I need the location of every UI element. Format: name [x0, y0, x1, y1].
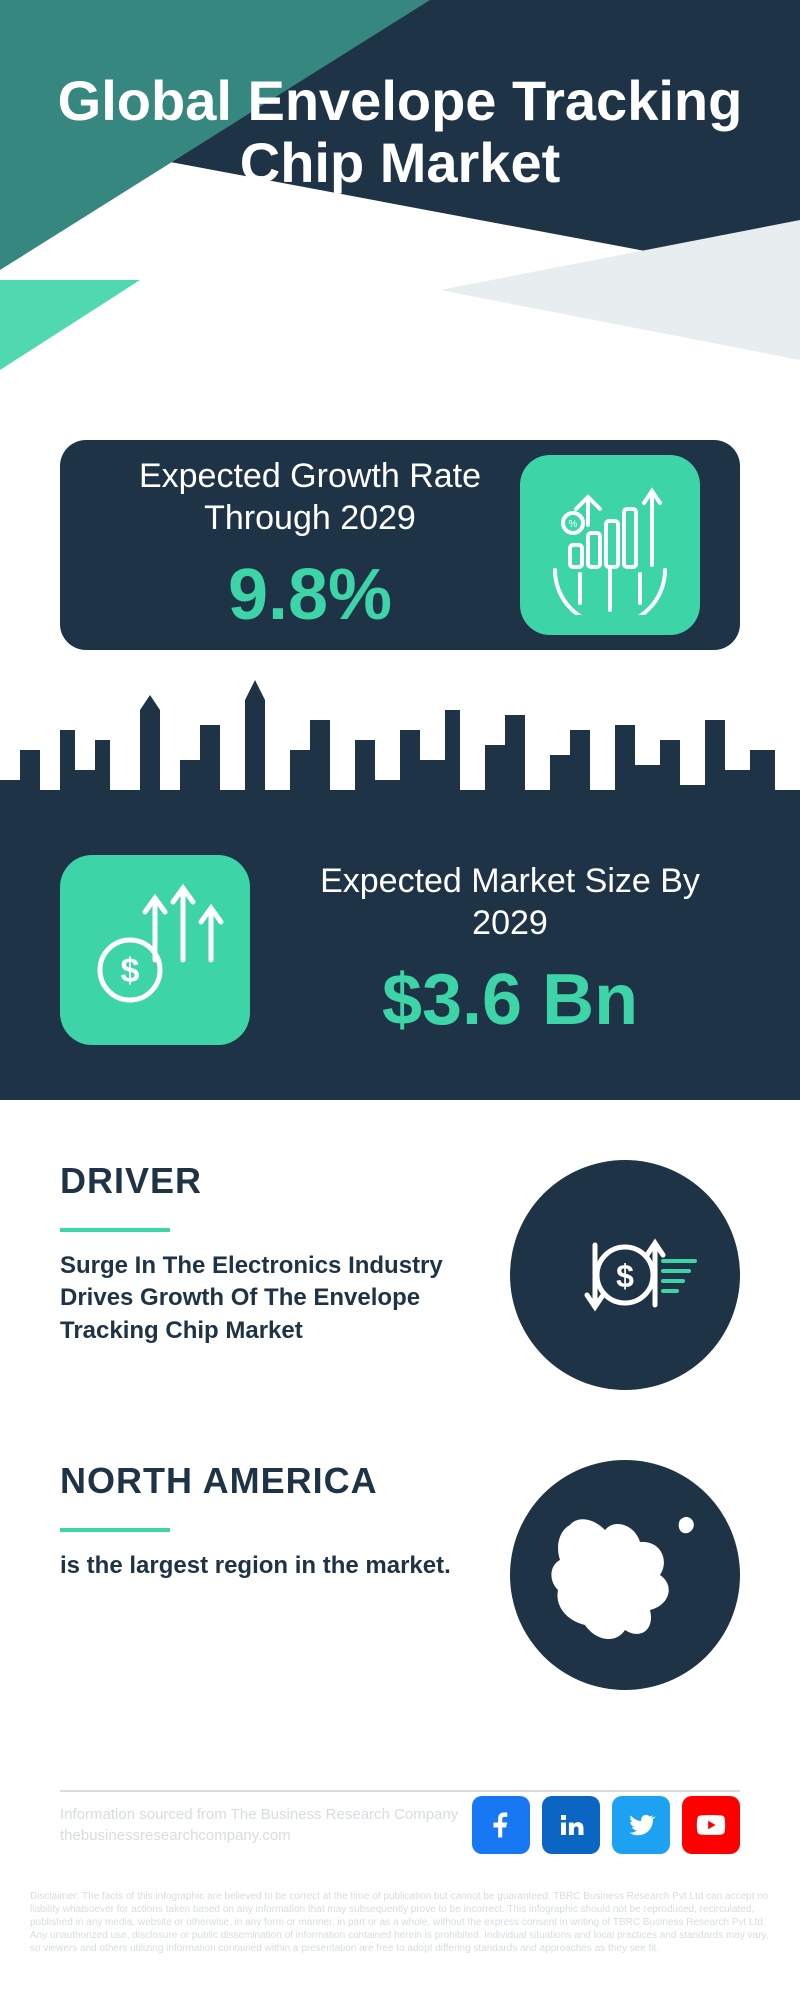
market-text-block: Expected Market Size By 2029 $3.6 Bn	[250, 860, 740, 1041]
market-label: Expected Market Size By 2029	[280, 860, 740, 945]
growth-text-block: Expected Growth Rate Through 2029 9.8%	[100, 455, 520, 636]
growth-icon-tile: %	[520, 455, 700, 635]
driver-text-block: DRIVER Surge In The Electronics Industry…	[60, 1160, 510, 1347]
linkedin-icon[interactable]	[542, 1796, 600, 1854]
youtube-icon[interactable]	[682, 1796, 740, 1854]
region-circle	[510, 1460, 740, 1690]
driver-heading: DRIVER	[60, 1160, 490, 1210]
header-background-shapes	[0, 0, 800, 420]
market-size-band: $ Expected Market Size By 2029 $3.6 Bn	[0, 800, 800, 1100]
disclaimer-text: Disclaimer: The facts of this infographi…	[30, 1890, 770, 1955]
driver-body: Surge In The Electronics Industry Drives…	[60, 1250, 490, 1347]
dollar-arrows-icon: $	[85, 880, 225, 1020]
region-body: is the largest region in the market.	[60, 1550, 490, 1582]
svg-text:%: %	[569, 519, 578, 530]
region-row: NORTH AMERICA is the largest region in t…	[60, 1460, 740, 1690]
driver-row: DRIVER Surge In The Electronics Industry…	[60, 1160, 740, 1390]
footer-source: Information sourced from The Business Re…	[60, 1804, 458, 1846]
growth-value: 9.8%	[100, 554, 520, 636]
infographic-canvas: Global Envelope Tracking Chip Market Exp…	[0, 0, 800, 2000]
page-title: Global Envelope Tracking Chip Market	[0, 70, 800, 193]
facebook-icon[interactable]	[472, 1796, 530, 1854]
dollar-exchange-icon: $	[545, 1195, 705, 1355]
market-icon-tile: $	[60, 855, 250, 1045]
svg-text:$: $	[616, 1258, 634, 1294]
market-value: $3.6 Bn	[280, 959, 740, 1041]
footer-line2: thebusinessresearchcompany.com	[60, 1825, 458, 1846]
footer-divider	[60, 1790, 740, 1792]
svg-text:$: $	[121, 952, 140, 990]
region-heading: NORTH AMERICA	[60, 1460, 490, 1510]
growth-rate-card: Expected Growth Rate Through 2029 9.8%	[60, 440, 740, 650]
social-icons-row	[472, 1796, 740, 1854]
footer-line1: Information sourced from The Business Re…	[60, 1804, 458, 1825]
growth-label: Expected Growth Rate Through 2029	[100, 455, 520, 540]
north-america-map-icon	[530, 1480, 720, 1670]
twitter-icon[interactable]	[612, 1796, 670, 1854]
growth-chart-globe-icon: %	[540, 475, 680, 615]
driver-circle: $	[510, 1160, 740, 1390]
region-text-block: NORTH AMERICA is the largest region in t…	[60, 1460, 510, 1582]
region-rule	[60, 1528, 170, 1532]
title-line1: Global Envelope Tracking Chip Market	[58, 69, 743, 194]
driver-rule	[60, 1228, 170, 1232]
